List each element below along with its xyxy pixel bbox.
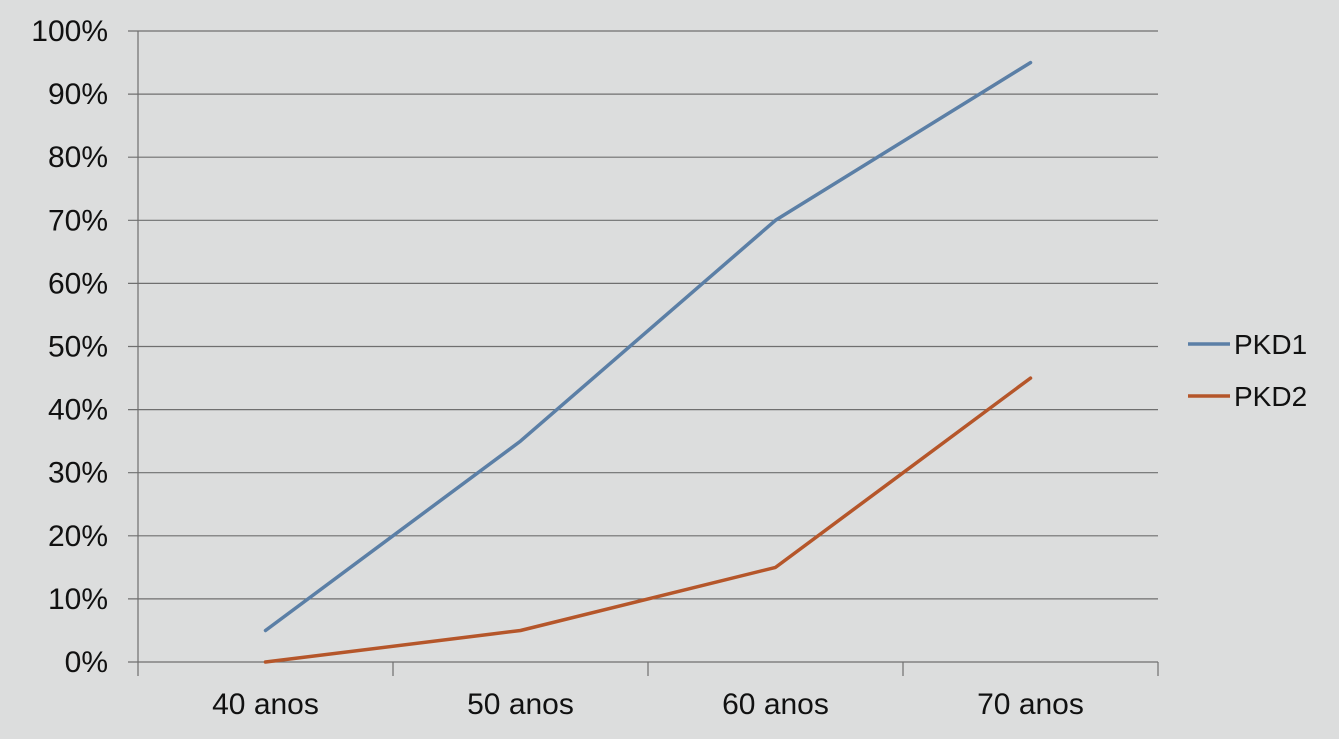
x-tick-label: 50 anos bbox=[467, 688, 574, 721]
y-tick-label: 60% bbox=[48, 267, 108, 300]
x-tick-label: 40 anos bbox=[212, 688, 319, 721]
x-tick-label: 70 anos bbox=[977, 688, 1084, 721]
y-tick-label: 70% bbox=[48, 204, 108, 237]
x-tick-label: 60 anos bbox=[722, 688, 829, 721]
x-axis-tick-labels: 40 anos 50 anos 60 anos 70 anos bbox=[212, 688, 1084, 721]
legend-label: PKD1 bbox=[1234, 329, 1307, 360]
y-tick-label: 90% bbox=[48, 78, 108, 111]
y-tick-label: 20% bbox=[48, 520, 108, 553]
gridlines bbox=[128, 30, 1158, 663]
y-tick-label: 100% bbox=[31, 15, 108, 48]
legend: PKD1 PKD2 bbox=[1188, 329, 1307, 412]
y-tick-label: 50% bbox=[48, 331, 108, 364]
series-lines bbox=[263, 60, 1033, 664]
series-line-pkd1 bbox=[263, 60, 1033, 633]
legend-label: PKD2 bbox=[1234, 381, 1307, 412]
y-tick-label: 10% bbox=[48, 583, 108, 616]
y-tick-label: 0% bbox=[65, 646, 108, 679]
y-tick-label: 40% bbox=[48, 394, 108, 427]
x-axis bbox=[137, 31, 1159, 676]
y-tick-label: 80% bbox=[48, 141, 108, 174]
y-axis-tick-labels: 0% 10% 20% 30% 40% 50% 60% 70% 80% 90% 100% bbox=[31, 15, 108, 679]
series-line-pkd2 bbox=[263, 376, 1033, 664]
y-tick-label: 30% bbox=[48, 457, 108, 490]
